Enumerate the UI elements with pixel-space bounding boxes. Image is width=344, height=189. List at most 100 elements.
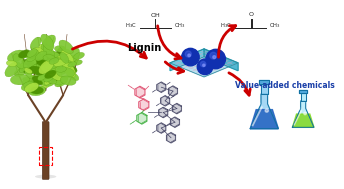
Text: Lignin: Lignin — [127, 43, 161, 53]
Ellipse shape — [56, 67, 75, 78]
Circle shape — [185, 51, 191, 57]
Ellipse shape — [33, 80, 43, 85]
Ellipse shape — [59, 40, 74, 53]
Ellipse shape — [28, 86, 46, 96]
Polygon shape — [261, 84, 268, 94]
Ellipse shape — [60, 76, 76, 85]
Ellipse shape — [37, 62, 50, 69]
Ellipse shape — [74, 52, 85, 59]
Ellipse shape — [49, 58, 59, 64]
Ellipse shape — [54, 55, 66, 65]
Polygon shape — [139, 99, 149, 111]
Ellipse shape — [36, 61, 49, 73]
Polygon shape — [301, 93, 306, 101]
Ellipse shape — [38, 46, 53, 62]
Ellipse shape — [39, 54, 47, 60]
Ellipse shape — [22, 59, 31, 65]
Ellipse shape — [30, 48, 41, 62]
Circle shape — [182, 48, 199, 66]
Ellipse shape — [56, 46, 65, 57]
Polygon shape — [259, 80, 269, 84]
Ellipse shape — [37, 70, 48, 77]
Ellipse shape — [45, 65, 54, 71]
Circle shape — [197, 59, 213, 75]
Ellipse shape — [42, 75, 53, 89]
Ellipse shape — [45, 57, 61, 68]
Ellipse shape — [39, 44, 51, 60]
Ellipse shape — [68, 62, 76, 67]
Ellipse shape — [42, 68, 51, 77]
Ellipse shape — [10, 74, 29, 85]
Ellipse shape — [49, 75, 63, 85]
Ellipse shape — [41, 34, 54, 50]
Ellipse shape — [30, 87, 44, 94]
Ellipse shape — [44, 77, 52, 85]
Ellipse shape — [32, 47, 42, 53]
Text: O: O — [248, 12, 253, 17]
Ellipse shape — [49, 54, 61, 63]
Ellipse shape — [60, 52, 69, 63]
Ellipse shape — [35, 60, 47, 72]
Polygon shape — [172, 103, 181, 114]
Ellipse shape — [44, 60, 55, 68]
Ellipse shape — [27, 50, 39, 62]
Ellipse shape — [34, 61, 51, 73]
Ellipse shape — [23, 56, 38, 68]
Polygon shape — [170, 49, 238, 77]
Ellipse shape — [20, 50, 29, 59]
Circle shape — [200, 61, 206, 67]
Ellipse shape — [64, 64, 77, 73]
Ellipse shape — [58, 64, 73, 73]
Ellipse shape — [40, 53, 54, 64]
Polygon shape — [170, 117, 180, 127]
Ellipse shape — [37, 62, 53, 72]
Ellipse shape — [54, 59, 66, 67]
Ellipse shape — [24, 62, 36, 70]
Ellipse shape — [35, 175, 56, 179]
Ellipse shape — [55, 66, 66, 72]
Text: Value-added chemicals: Value-added chemicals — [235, 81, 335, 90]
Ellipse shape — [24, 83, 39, 92]
FancyBboxPatch shape — [42, 122, 49, 180]
Ellipse shape — [30, 37, 41, 50]
Ellipse shape — [37, 73, 47, 81]
Polygon shape — [161, 96, 170, 106]
Ellipse shape — [50, 62, 66, 74]
Ellipse shape — [39, 58, 48, 71]
Polygon shape — [292, 114, 314, 127]
Polygon shape — [250, 94, 278, 129]
Ellipse shape — [47, 65, 62, 81]
Ellipse shape — [54, 46, 66, 52]
Bar — [39, 147, 53, 164]
Text: H$_3$C: H$_3$C — [125, 22, 137, 30]
Ellipse shape — [20, 64, 33, 74]
Ellipse shape — [74, 60, 82, 65]
Ellipse shape — [44, 72, 60, 83]
Ellipse shape — [42, 66, 54, 77]
Ellipse shape — [50, 60, 63, 68]
Ellipse shape — [41, 67, 49, 75]
Ellipse shape — [25, 70, 32, 79]
Ellipse shape — [61, 51, 74, 68]
Text: OH: OH — [151, 13, 160, 18]
Circle shape — [304, 112, 306, 115]
Polygon shape — [204, 49, 238, 71]
Ellipse shape — [45, 57, 61, 70]
Ellipse shape — [45, 70, 56, 79]
Polygon shape — [170, 49, 204, 71]
Ellipse shape — [23, 77, 32, 82]
Ellipse shape — [29, 66, 44, 75]
Ellipse shape — [30, 48, 40, 61]
Ellipse shape — [44, 71, 55, 82]
Ellipse shape — [43, 55, 55, 61]
Circle shape — [213, 56, 216, 59]
Ellipse shape — [63, 62, 76, 78]
Circle shape — [188, 54, 191, 57]
Ellipse shape — [49, 61, 62, 69]
Ellipse shape — [37, 63, 46, 72]
Ellipse shape — [27, 49, 37, 57]
Ellipse shape — [28, 56, 44, 65]
Ellipse shape — [14, 68, 27, 76]
Polygon shape — [159, 107, 168, 118]
Ellipse shape — [68, 72, 79, 81]
